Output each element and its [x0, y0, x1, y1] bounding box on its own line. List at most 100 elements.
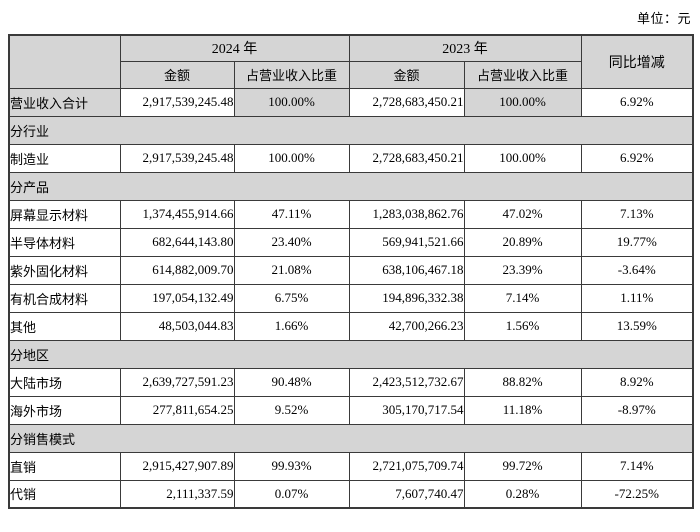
- ratio-2024-cell: 100.00%: [233, 143, 350, 173]
- amount-2024-cell: 2,639,727,591.23: [119, 367, 235, 397]
- ratio-2023-cell: 7.14%: [463, 283, 582, 313]
- ratio-2024-cell: 99.93%: [233, 451, 350, 481]
- ratio-2023-cell: 88.82%: [463, 367, 582, 397]
- yoy-cell: 6.92%: [580, 143, 694, 173]
- ratio-2024-cell: 21.08%: [233, 255, 350, 285]
- yoy-cell: 8.92%: [580, 367, 694, 397]
- ratio-2023-cell: 23.39%: [463, 255, 582, 285]
- amount-2023-cell: 2,728,683,450.21: [348, 87, 465, 117]
- section-row: 分产品: [8, 171, 694, 201]
- row-label: 其他: [8, 311, 121, 341]
- ratio-2023-cell: 1.56%: [463, 311, 582, 341]
- amount-2024-cell: 2,111,337.59: [119, 479, 235, 509]
- table-header: 2024 年 2023 年 同比增减 金额 占营业收入比重 金额 占营业收入比重: [8, 34, 694, 89]
- yoy-cell: -8.97%: [580, 395, 694, 425]
- header-year-row: 2024 年 2023 年 同比增减: [8, 34, 694, 89]
- row-label: 海外市场: [8, 395, 121, 425]
- header-amount-2023: 金额: [348, 60, 465, 89]
- row-label: 直销: [8, 451, 121, 481]
- ratio-2024-cell: 0.07%: [233, 479, 350, 509]
- row-label: 营业收入合计: [8, 87, 121, 117]
- yoy-cell: 1.11%: [580, 283, 694, 313]
- amount-2023-cell: 2,721,075,709.74: [348, 451, 465, 481]
- header-yoy: 同比增减: [580, 34, 694, 89]
- ratio-2024-cell: 100.00%: [233, 87, 350, 117]
- header-measure-row: 金额 占营业收入比重 金额 占营业收入比重: [9, 60, 693, 89]
- amount-2023-cell: 638,106,467.18: [348, 255, 465, 285]
- amount-2023-cell: 7,607,740.47: [348, 479, 465, 509]
- section-row: 分行业: [8, 115, 694, 145]
- table-row: 制造业 2,917,539,245.48 100.00% 2,728,683,450.…: [8, 143, 694, 173]
- amount-2024-cell: 2,917,539,245.48: [119, 87, 235, 117]
- yoy-cell: 7.13%: [580, 199, 694, 229]
- amount-2023-cell: 2,728,683,450.21: [348, 143, 465, 173]
- report-page: 单位：元 2024 年 2023 年 同比增减 金额 占营业收入比重 金额 占营…: [8, 11, 694, 509]
- table-body: 营业收入合计 2,917,539,245.48 100.00% 2,728,683,4…: [8, 87, 694, 509]
- corner-cell: [8, 34, 121, 89]
- row-label: 有机合成材料: [8, 283, 121, 313]
- table-row: 大陆市场 2,639,727,591.23 90.48% 2,423,512,732.…: [8, 367, 694, 397]
- ratio-2024-cell: 23.40%: [233, 227, 350, 257]
- ratio-2023-cell: 20.89%: [463, 227, 582, 257]
- row-label: 半导体材料: [8, 227, 121, 257]
- table-row: 其他 48,503,044.83 1.66% 42,700,266.23 1.56% 13…: [8, 311, 694, 341]
- amount-2023-cell: 2,423,512,732.67: [348, 367, 465, 397]
- ratio-2023-cell: 0.28%: [463, 479, 582, 509]
- ratio-2024-cell: 6.75%: [233, 283, 350, 313]
- revenue-breakdown-table: 2024 年 2023 年 同比增减 金额 占营业收入比重 金额 占营业收入比重…: [8, 34, 694, 509]
- ratio-2023-cell: 100.00%: [463, 143, 582, 173]
- section-row: 分销售模式: [8, 423, 694, 453]
- amount-2023-cell: 42,700,266.23: [348, 311, 465, 341]
- ratio-2023-cell: 100.00%: [463, 87, 582, 117]
- yoy-cell: 13.59%: [580, 311, 694, 341]
- ratio-2023-cell: 11.18%: [463, 395, 582, 425]
- yoy-cell: -3.64%: [580, 255, 694, 285]
- table-row: 营业收入合计 2,917,539,245.48 100.00% 2,728,683,4…: [8, 87, 694, 117]
- yoy-cell: 6.92%: [580, 87, 694, 117]
- section-label: 分销售模式: [8, 423, 694, 453]
- amount-2024-cell: 2,917,539,245.48: [119, 143, 235, 173]
- ratio-2024-cell: 47.11%: [233, 199, 350, 229]
- section-label: 分地区: [8, 339, 694, 369]
- header-2023: 2023 年: [348, 34, 582, 62]
- row-label: 制造业: [8, 143, 121, 173]
- header-ratio-2023: 占营业收入比重: [463, 60, 582, 89]
- row-label: 大陆市场: [8, 367, 121, 397]
- yoy-cell: 19.77%: [580, 227, 694, 257]
- amount-2024-cell: 2,915,427,907.89: [119, 451, 235, 481]
- section-label: 分行业: [8, 115, 694, 145]
- yoy-cell: -72.25%: [580, 479, 694, 509]
- amount-2023-cell: 569,941,521.66: [348, 227, 465, 257]
- amount-2023-cell: 194,896,332.38: [348, 283, 465, 313]
- row-label: 代销: [8, 479, 121, 509]
- row-label: 紫外固化材料: [8, 255, 121, 285]
- section-label: 分产品: [8, 171, 694, 201]
- table-row: 紫外固化材料 614,882,009.70 21.08% 638,106,467.18…: [8, 255, 694, 285]
- table-row: 有机合成材料 197,054,132.49 6.75% 194,896,332.38 7…: [8, 283, 694, 313]
- amount-2024-cell: 197,054,132.49: [119, 283, 235, 313]
- yoy-cell: 7.14%: [580, 451, 694, 481]
- header-amount-2024: 金额: [119, 60, 235, 89]
- ratio-2024-cell: 1.66%: [233, 311, 350, 341]
- table-row: 半导体材料 682,644,143.80 23.40% 569,941,521.66 2…: [8, 227, 694, 257]
- amount-2024-cell: 48,503,044.83: [119, 311, 235, 341]
- header-ratio-2024: 占营业收入比重: [233, 60, 350, 89]
- amount-2024-cell: 1,374,455,914.66: [119, 199, 235, 229]
- ratio-2024-cell: 90.48%: [233, 367, 350, 397]
- ratio-2024-cell: 9.52%: [233, 395, 350, 425]
- table-row: 代销 2,111,337.59 0.07% 7,607,740.47 0.28% -72.…: [8, 479, 694, 509]
- table-row: 屏幕显示材料 1,374,455,914.66 47.11% 1,283,038,86…: [8, 199, 694, 229]
- ratio-2023-cell: 47.02%: [463, 199, 582, 229]
- amount-2023-cell: 1,283,038,862.76: [348, 199, 465, 229]
- row-label: 屏幕显示材料: [8, 199, 121, 229]
- amount-2023-cell: 305,170,717.54: [348, 395, 465, 425]
- table-row: 直销 2,915,427,907.89 99.93% 2,721,075,709.74…: [8, 451, 694, 481]
- section-row: 分地区: [8, 339, 694, 369]
- amount-2024-cell: 614,882,009.70: [119, 255, 235, 285]
- unit-label: 单位：元: [636, 11, 691, 26]
- amount-2024-cell: 277,811,654.25: [119, 395, 235, 425]
- ratio-2023-cell: 99.72%: [463, 451, 582, 481]
- header-2024: 2024 年: [119, 34, 350, 62]
- amount-2024-cell: 682,644,143.80: [119, 227, 235, 257]
- table-row: 海外市场 277,811,654.25 9.52% 305,170,717.54 11.…: [8, 395, 694, 425]
